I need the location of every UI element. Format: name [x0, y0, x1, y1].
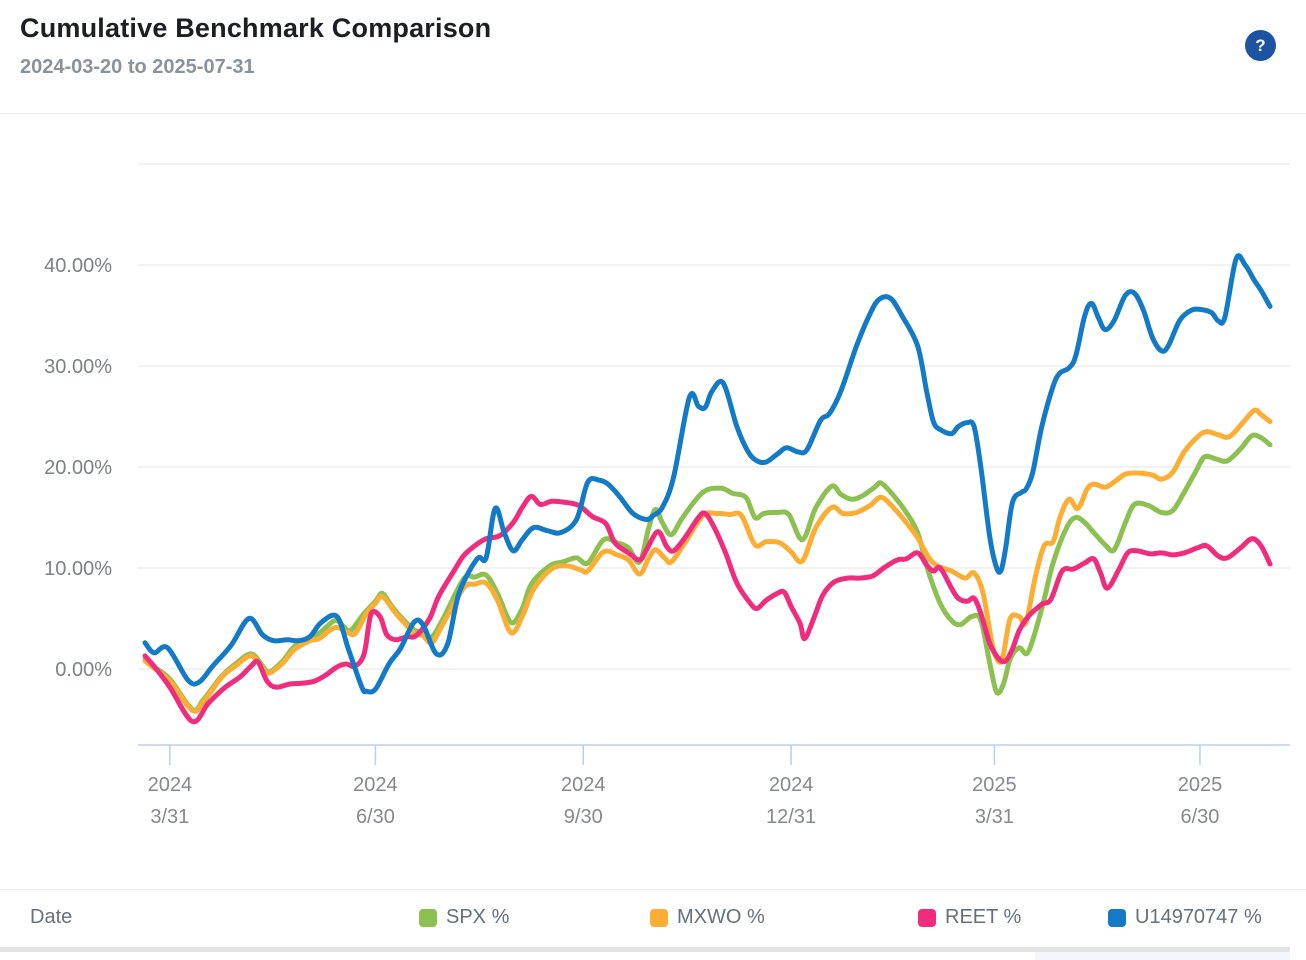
- y-axis-label: 10.00%: [44, 558, 112, 580]
- legend-item-u14970747[interactable]: U14970747 %: [1108, 906, 1262, 929]
- legend-label-mxwo: MXWO %: [677, 906, 765, 928]
- x-axis-label-year: 2024: [561, 774, 606, 796]
- x-axis-label-date: 12/31: [766, 806, 816, 828]
- legend-label-reet: REET %: [945, 906, 1022, 928]
- legend-label-u14970747: U14970747 %: [1135, 906, 1262, 928]
- legend-item-mxwo[interactable]: MXWO %: [650, 906, 765, 929]
- bottom-right-scroll-strip[interactable]: [1035, 952, 1290, 960]
- mxwo-swatch-icon: [650, 908, 668, 927]
- series-line-mxwo[interactable]: [142, 407, 1273, 714]
- x-axis-label-date: 9/30: [564, 806, 603, 828]
- y-axis-label: 30.00%: [44, 356, 112, 378]
- legend-table-header: Date SPX % MXWO % REET % U14970747 %: [0, 889, 1306, 947]
- benchmark-line-chart: 40.00% 30.00% 20.00% 10.00% 0.00% 2024 3/31 202…: [44, 163, 1290, 828]
- x-axis-label-year: 2025: [972, 774, 1017, 796]
- legend-item-spx[interactable]: SPX %: [419, 906, 509, 929]
- page-title: Cumulative Benchmark Comparison: [20, 13, 492, 43]
- chart-area: 40.00% 30.00% 20.00% 10.00% 0.00% 2024 3/31 202…: [0, 114, 1306, 849]
- legend-item-reet[interactable]: REET %: [918, 906, 1021, 929]
- x-axis-label-date: 3/31: [150, 806, 189, 828]
- x-axis-label-date: 6/30: [356, 806, 395, 828]
- date-range-subtitle: 2024-03-20 to 2025-07-31: [20, 56, 255, 78]
- u14970747-swatch-icon: [1108, 908, 1126, 927]
- help-button[interactable]: ?: [1245, 30, 1276, 61]
- x-axis-label-date: 3/31: [975, 806, 1014, 828]
- x-axis-label-year: 2024: [769, 774, 814, 796]
- x-axis-label-year: 2025: [1178, 774, 1223, 796]
- reet-swatch-icon: [918, 908, 936, 927]
- y-axis-label: 0.00%: [55, 659, 112, 681]
- legend-label-spx: SPX %: [446, 906, 510, 928]
- series-line-reet[interactable]: [142, 493, 1273, 725]
- series-line-spx[interactable]: [142, 432, 1273, 713]
- y-axis-label: 20.00%: [44, 457, 112, 479]
- spx-swatch-icon: [419, 908, 437, 927]
- y-axis-label: 40.00%: [44, 255, 112, 277]
- x-axis-label-date: 6/30: [1181, 806, 1220, 828]
- x-axis-label-year: 2024: [148, 774, 193, 796]
- series-line-u14970747[interactable]: [142, 253, 1273, 695]
- date-column-header[interactable]: Date: [30, 906, 73, 928]
- bottom-divider-bar: [0, 947, 1290, 952]
- chart-header: Cumulative Benchmark Comparison 2024-03-…: [0, 0, 1306, 114]
- question-mark-icon: ?: [1255, 35, 1266, 55]
- header-divider: [0, 113, 1306, 114]
- x-axis-label-year: 2024: [353, 774, 398, 796]
